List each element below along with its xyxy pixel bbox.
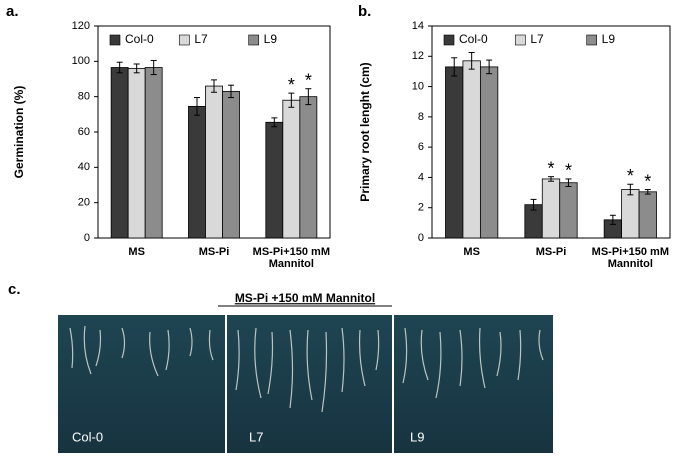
legend-label: L9 [602, 32, 616, 46]
significance-mark: * [627, 166, 634, 186]
x-tick-label: MS-Pi+150 mM Mannitol [591, 246, 669, 270]
legend-label: L7 [194, 32, 208, 46]
x-tick-label: MS-Pi [198, 246, 230, 258]
bar [299, 96, 318, 239]
chart-title: a. [6, 3, 19, 20]
legend-swatch [586, 34, 597, 46]
panel-label: c. [8, 281, 21, 298]
y-tick-label: 60 [78, 126, 90, 138]
bar [638, 191, 657, 239]
significance-mark: * [288, 75, 295, 95]
y-tick-label: 2 [418, 202, 424, 214]
bar [462, 60, 481, 239]
significance-mark: * [305, 70, 312, 90]
y-tick-label: 120 [72, 20, 90, 32]
bar [541, 178, 561, 239]
y-tick-label: 80 [78, 91, 90, 103]
y-tick-label: 20 [78, 197, 90, 209]
panel-title: MS-Pi +150 mM Mannitol [235, 291, 375, 305]
bar [205, 85, 223, 239]
bar [188, 105, 206, 239]
x-tick-label: MS [463, 246, 480, 258]
y-tick-label: 8 [418, 111, 424, 123]
chart-title: b. [358, 3, 371, 20]
y-axis-label: Primary root lenght (cm) [358, 62, 372, 201]
y-tick-label: 40 [78, 161, 90, 173]
y-tick-label: 14 [412, 20, 424, 32]
legend-swatch [515, 34, 526, 46]
y-tick-label: 12 [412, 50, 424, 62]
significance-mark: * [565, 161, 572, 181]
y-tick-label: 100 [72, 55, 90, 67]
y-axis-label: Germination (%) [12, 86, 26, 179]
y-tick-label: 0 [84, 232, 90, 244]
bar [559, 182, 578, 239]
bar [282, 99, 301, 239]
bar [479, 66, 499, 239]
bar [222, 90, 240, 239]
legend-swatch [248, 34, 259, 46]
x-tick-label: MS-Pi+150 mM Mannitol [252, 246, 330, 270]
y-tick-label: 10 [412, 80, 424, 92]
bar [445, 66, 464, 239]
bar [621, 189, 640, 239]
tile-label: Col-0 [72, 429, 103, 444]
bar [144, 67, 163, 239]
bar [110, 67, 129, 239]
bar [265, 121, 284, 239]
seedlings [69, 325, 544, 413]
y-tick-label: 4 [418, 171, 424, 183]
photo [58, 315, 553, 453]
legend-label: L7 [530, 32, 544, 46]
x-tick-label: MS [128, 246, 145, 258]
y-tick-label: 6 [418, 141, 424, 153]
tile-label: L9 [410, 429, 424, 444]
legend-label: Col-0 [459, 32, 488, 46]
y-tick-label: 0 [418, 232, 424, 244]
legend-swatch [109, 34, 121, 46]
legend-label: L9 [264, 32, 278, 46]
tile-label: L7 [249, 429, 263, 444]
significance-mark: * [547, 158, 554, 178]
x-tick-label: MS-Pi [535, 246, 567, 258]
legend-swatch [443, 34, 455, 46]
significance-mark: * [644, 171, 651, 191]
bar [127, 68, 146, 239]
legend-label: Col-0 [125, 32, 154, 46]
legend-swatch [179, 34, 190, 46]
